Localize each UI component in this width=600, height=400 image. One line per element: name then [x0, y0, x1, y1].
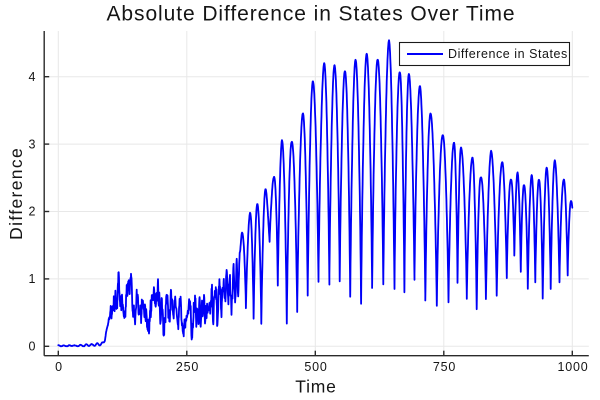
svg-text:250: 250 — [176, 360, 199, 374]
svg-text:1: 1 — [29, 272, 36, 286]
svg-text:Difference in States: Difference in States — [448, 47, 568, 61]
svg-text:4: 4 — [29, 70, 36, 84]
svg-text:2: 2 — [29, 205, 36, 219]
svg-text:3: 3 — [29, 137, 36, 151]
svg-text:Time: Time — [295, 376, 336, 396]
svg-text:1000: 1000 — [557, 360, 588, 374]
svg-text:0: 0 — [55, 360, 63, 374]
svg-text:Difference: Difference — [6, 147, 26, 240]
svg-text:500: 500 — [304, 360, 327, 374]
svg-text:750: 750 — [433, 360, 456, 374]
svg-text:0: 0 — [29, 340, 36, 354]
svg-text:Absolute Difference in States: Absolute Difference in States Over Time — [107, 3, 516, 26]
